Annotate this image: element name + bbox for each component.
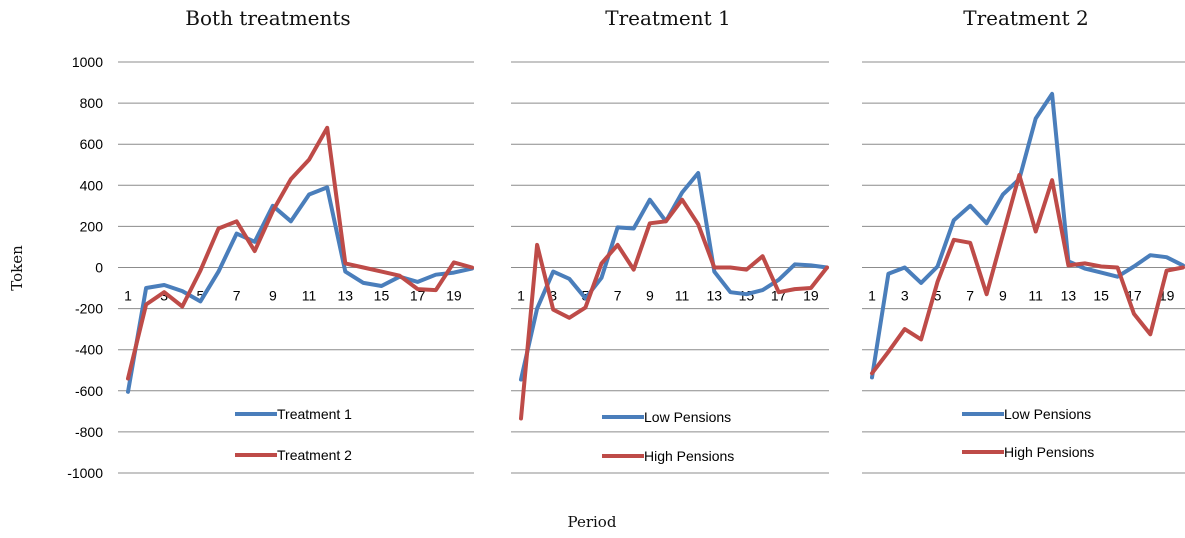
legend-label: Treatment 2 [277, 447, 352, 463]
y-tick-label: -600 [75, 383, 103, 399]
chart-title: Treatment 2 [963, 6, 1089, 30]
x-tick-label: 13 [706, 288, 722, 304]
series-line-low-pensions [870, 91, 1185, 380]
x-axis-title: Period [568, 513, 617, 531]
x-tick-label: 3 [549, 288, 557, 304]
x-tick-label: 13 [337, 288, 353, 304]
x-tick-label: 17 [410, 288, 426, 304]
series-line-high-pensions [870, 173, 1185, 376]
x-tick-label: 15 [1093, 288, 1109, 304]
legend-label: Low Pensions [644, 409, 731, 425]
legend-entry: High Pensions [602, 448, 734, 464]
x-tick-label: 5 [934, 288, 942, 304]
legend-label: High Pensions [1004, 444, 1094, 460]
x-tick-label: 5 [197, 288, 205, 304]
chart-title: Both treatments [185, 6, 350, 30]
x-tick-label: 9 [269, 288, 277, 304]
legend-label: Treatment 1 [277, 406, 352, 422]
x-tick-label: 3 [160, 288, 168, 304]
x-tick-label: 19 [446, 288, 462, 304]
x-tick-label: 1 [517, 288, 525, 304]
x-tick-label: 3 [901, 288, 909, 304]
y-tick-label: -1000 [67, 465, 103, 481]
x-tick-label: 7 [233, 288, 241, 304]
x-tick-label: 15 [374, 288, 390, 304]
y-axis-tick-labels: 1000 800 600 400 200 0 -200 -400 -600 -800 -1000 [67, 54, 103, 481]
y-tick-label: 1000 [72, 54, 103, 70]
x-tick-label: 11 [302, 288, 317, 304]
legend-entry: Treatment 1 [235, 406, 352, 422]
x-tick-label: 11 [675, 288, 690, 304]
y-tick-label: -800 [75, 424, 103, 440]
y-tick-label: 200 [80, 218, 104, 234]
legend-entry: Low Pensions [962, 406, 1091, 422]
x-tick-label: 13 [1061, 288, 1077, 304]
x-tick-label: 9 [646, 288, 654, 304]
x-tick-label: 1 [868, 288, 876, 304]
y-tick-label: -400 [75, 342, 103, 358]
x-tick-label: 9 [999, 288, 1007, 304]
y-tick-label: 0 [95, 260, 103, 276]
x-tick-label: 7 [966, 288, 974, 304]
series-line-low-pensions [519, 171, 829, 382]
y-axis-title: Token [8, 245, 26, 291]
series-line-high-pensions [519, 197, 829, 421]
legend-entry: Treatment 2 [235, 447, 352, 463]
y-tick-label: 600 [80, 136, 104, 152]
legend-label: High Pensions [644, 448, 734, 464]
legend-entry: High Pensions [962, 444, 1094, 460]
y-tick-label: 800 [80, 95, 104, 111]
y-tick-label: 400 [80, 177, 104, 193]
x-tick-label: 1 [124, 288, 132, 304]
legend-entry: Low Pensions [602, 409, 731, 425]
x-tick-label: 7 [614, 288, 622, 304]
chart-title: Treatment 1 [605, 6, 731, 30]
series-line-treatment-1 [126, 185, 474, 394]
legend-label: Low Pensions [1004, 406, 1091, 422]
x-tick-label: 11 [1028, 288, 1043, 304]
x-tick-label: 19 [803, 288, 819, 304]
series-line-treatment-2 [126, 125, 474, 381]
y-tick-label: -200 [75, 301, 103, 317]
